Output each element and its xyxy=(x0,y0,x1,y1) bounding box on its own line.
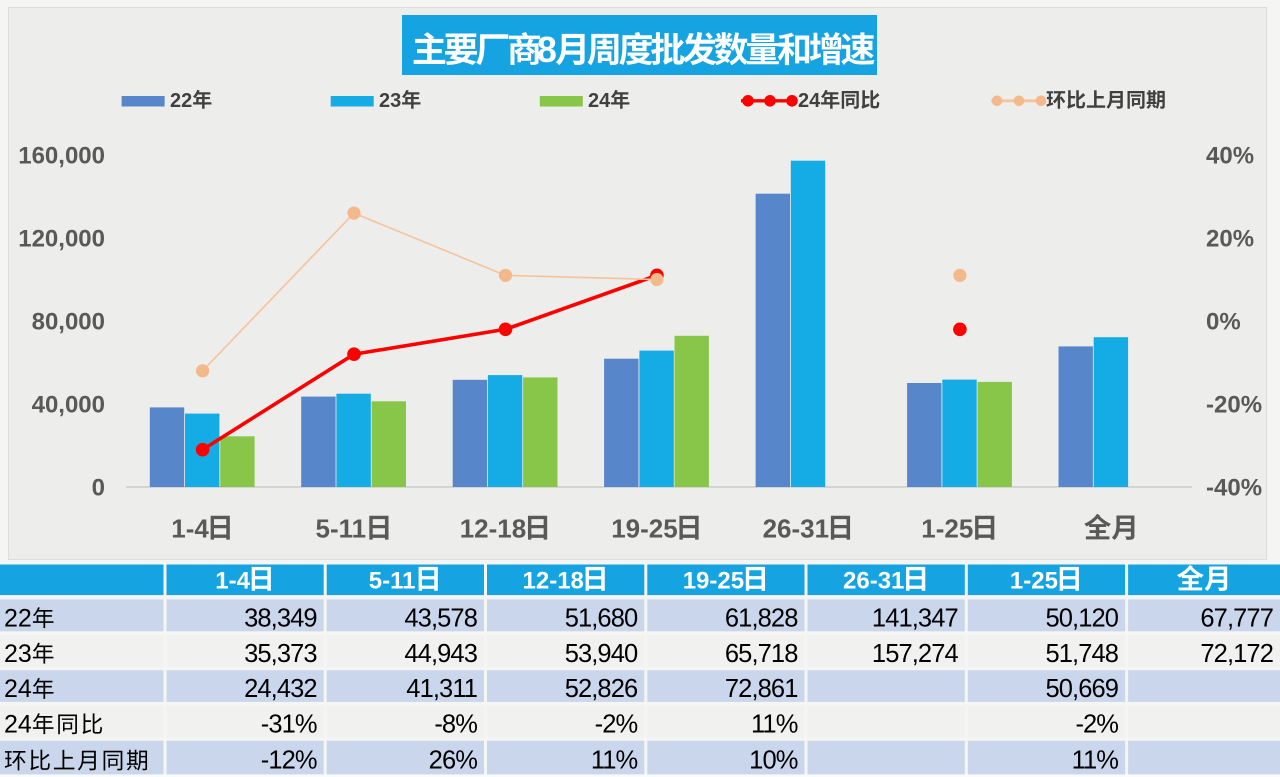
svg-text:12-18: 12-18 xyxy=(523,568,584,595)
svg-text:11%: 11% xyxy=(751,710,798,738)
svg-text:157,274: 157,274 xyxy=(872,640,959,668)
svg-text:141,347: 141,347 xyxy=(872,604,958,632)
svg-text:-2%: -2% xyxy=(1075,710,1118,738)
svg-text:19-25: 19-25 xyxy=(611,514,678,544)
svg-text:11%: 11% xyxy=(1072,747,1119,775)
svg-text:26-31: 26-31 xyxy=(843,568,904,595)
svg-text:22: 22 xyxy=(4,604,32,632)
svg-text:160,000: 160,000 xyxy=(18,143,105,170)
svg-text:-8%: -8% xyxy=(434,710,477,738)
svg-text:-20%: -20% xyxy=(1206,392,1262,419)
svg-text:24: 24 xyxy=(4,675,32,703)
svg-text:1-25: 1-25 xyxy=(1010,568,1058,595)
svg-text:50,120: 50,120 xyxy=(1045,604,1118,632)
svg-text:41,311: 41,311 xyxy=(406,675,477,703)
svg-text:72,861: 72,861 xyxy=(725,675,798,703)
svg-text:11%: 11% xyxy=(591,747,638,775)
svg-text:65,718: 65,718 xyxy=(725,640,798,668)
svg-text:72,172: 72,172 xyxy=(1200,640,1273,668)
svg-text:-40%: -40% xyxy=(1206,475,1262,502)
svg-text:-2%: -2% xyxy=(595,710,638,738)
svg-text:20%: 20% xyxy=(1206,226,1254,253)
svg-text:0%: 0% xyxy=(1206,309,1241,336)
svg-text:67,777: 67,777 xyxy=(1200,604,1273,632)
svg-text:53,940: 53,940 xyxy=(565,640,638,668)
svg-text:51,680: 51,680 xyxy=(565,604,638,632)
svg-text:5-11: 5-11 xyxy=(369,568,416,595)
svg-text:44,943: 44,943 xyxy=(404,640,477,668)
svg-text:10%: 10% xyxy=(749,747,798,775)
svg-text:35,373: 35,373 xyxy=(244,640,317,668)
svg-text:24: 24 xyxy=(4,710,32,738)
svg-text:26%: 26% xyxy=(429,747,478,775)
svg-text:52,826: 52,826 xyxy=(565,675,638,703)
svg-text:26-31: 26-31 xyxy=(763,514,830,544)
svg-text:120,000: 120,000 xyxy=(18,226,105,253)
svg-text:0: 0 xyxy=(92,475,105,502)
svg-text:24,432: 24,432 xyxy=(244,675,317,703)
svg-text:40%: 40% xyxy=(1206,143,1254,170)
svg-text:51,748: 51,748 xyxy=(1045,640,1118,668)
svg-text:50,669: 50,669 xyxy=(1045,675,1118,703)
svg-text:24: 24 xyxy=(588,90,611,112)
svg-text:19-25: 19-25 xyxy=(683,568,744,595)
svg-text:12-18: 12-18 xyxy=(460,514,527,544)
svg-text:5-11: 5-11 xyxy=(316,514,367,544)
svg-text:23: 23 xyxy=(4,640,32,668)
svg-text:80,000: 80,000 xyxy=(32,309,105,336)
svg-text:8: 8 xyxy=(537,29,557,70)
svg-text:-12%: -12% xyxy=(261,747,317,775)
svg-text:22: 22 xyxy=(170,90,192,112)
svg-text:38,349: 38,349 xyxy=(244,604,317,632)
svg-text:40,000: 40,000 xyxy=(32,392,105,419)
svg-text:1-25: 1-25 xyxy=(921,514,973,544)
svg-text:-31%: -31% xyxy=(261,710,317,738)
svg-text:1-4: 1-4 xyxy=(171,514,209,544)
svg-text:24: 24 xyxy=(798,90,821,112)
svg-text:1-4: 1-4 xyxy=(215,568,250,595)
svg-text:43,578: 43,578 xyxy=(404,604,477,632)
svg-text:23: 23 xyxy=(379,90,401,112)
svg-text:61,828: 61,828 xyxy=(725,604,798,632)
